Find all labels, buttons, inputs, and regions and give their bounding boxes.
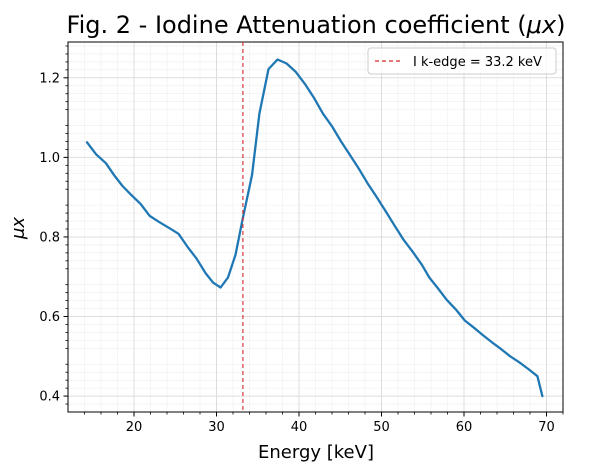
legend-label: I k-edge = 33.2 keV [413, 55, 542, 70]
y-tick-label: 0.4 [39, 390, 60, 405]
data-series-line [85, 58, 544, 398]
y-tick-label: 0.6 [39, 310, 60, 325]
series-group [85, 58, 544, 398]
x-tick-label: 50 [373, 420, 390, 435]
y-tick-label: 0.8 [39, 230, 60, 245]
axes: 20 30 40 50 60 70 0.4 0.6 0.8 1.0 1.2 [39, 45, 564, 435]
grid [68, 42, 564, 412]
legend-box [367, 47, 557, 75]
x-tick-label: 70 [538, 420, 555, 435]
y-tick-label: 1.2 [39, 71, 60, 86]
x-tick-label: 20 [126, 420, 143, 435]
x-axis-label: Energy [keV] [258, 442, 374, 463]
chart-title: Fig. 2 - Iodine Attenuation coefficient … [67, 11, 566, 39]
legend: I k-edge = 33.2 keV [367, 47, 557, 75]
y-tick-label: 1.0 [39, 151, 60, 166]
x-tick-label: 40 [291, 420, 308, 435]
x-tick-label: 60 [456, 420, 473, 435]
x-tick-label: 30 [208, 420, 225, 435]
y-axis-label: μx [8, 217, 29, 240]
